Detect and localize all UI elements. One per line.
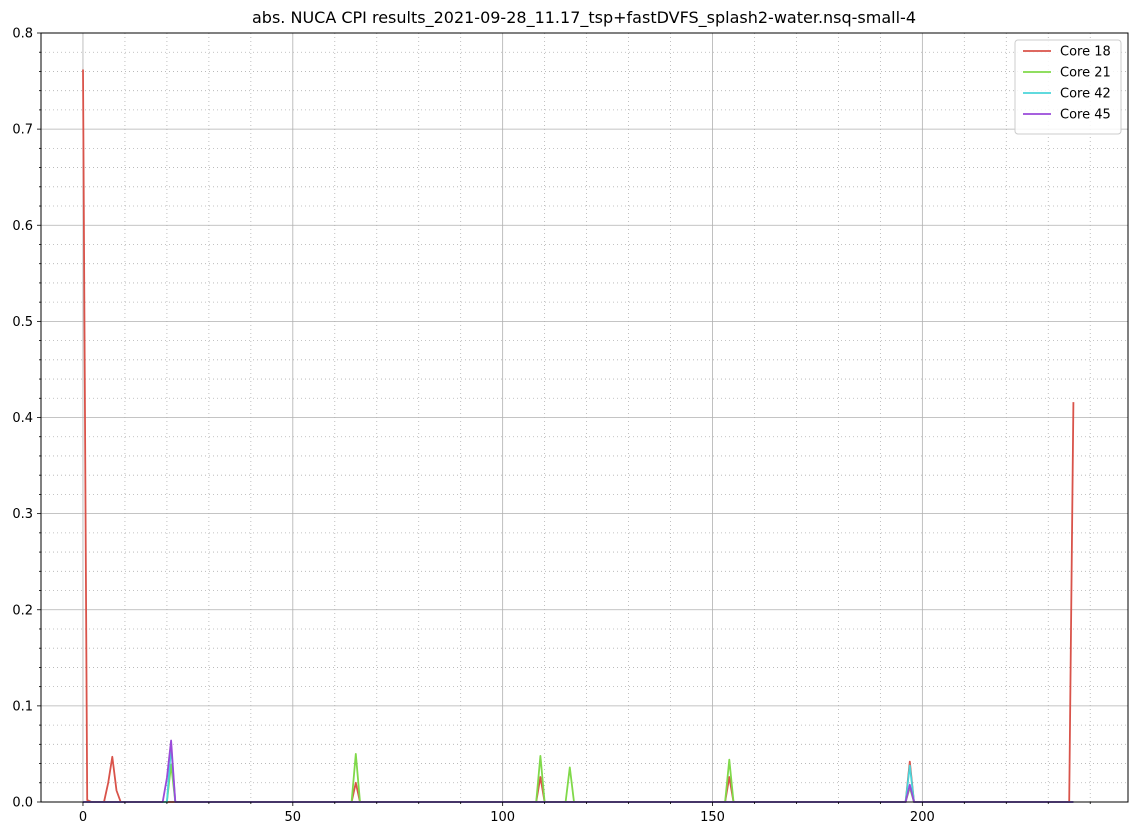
x-tick-label: 50 <box>285 810 302 825</box>
y-tick-label: 0.3 <box>12 507 33 522</box>
x-tick-label: 150 <box>700 810 725 825</box>
legend: Core 18 Core 21 Core 42 Core 45 <box>1014 39 1122 135</box>
x-tick-label: 100 <box>490 810 515 825</box>
y-tick-label: 0.6 <box>12 219 33 234</box>
legend-box <box>1014 39 1122 135</box>
y-tick-label: 0.0 <box>12 796 33 811</box>
y-tick-label: 0.5 <box>12 315 33 330</box>
y-tick-label: 0.2 <box>12 603 33 618</box>
y-tick-label: 0.1 <box>12 699 33 714</box>
x-tick-label: 200 <box>910 810 935 825</box>
legend-label: Core 45 <box>1060 108 1111 123</box>
legend-label: Core 18 <box>1060 45 1111 60</box>
y-tick-label: 0.4 <box>12 411 33 426</box>
legend-label: Core 42 <box>1060 87 1111 102</box>
major-grid <box>41 33 1128 802</box>
legend-label: Core 21 <box>1060 66 1111 81</box>
y-tick-label: 0.7 <box>12 123 33 138</box>
axis-ticks: 0 50 100 150 200 0.0 0.1 0.2 0.3 0.4 0.5 0.6 0.7 0.8 <box>12 27 1091 825</box>
chart-title: abs. NUCA CPI results_2021-09-28_11.17_t… <box>252 8 916 28</box>
y-tick-label: 0.8 <box>12 27 33 42</box>
x-tick-label: 0 <box>79 810 87 825</box>
